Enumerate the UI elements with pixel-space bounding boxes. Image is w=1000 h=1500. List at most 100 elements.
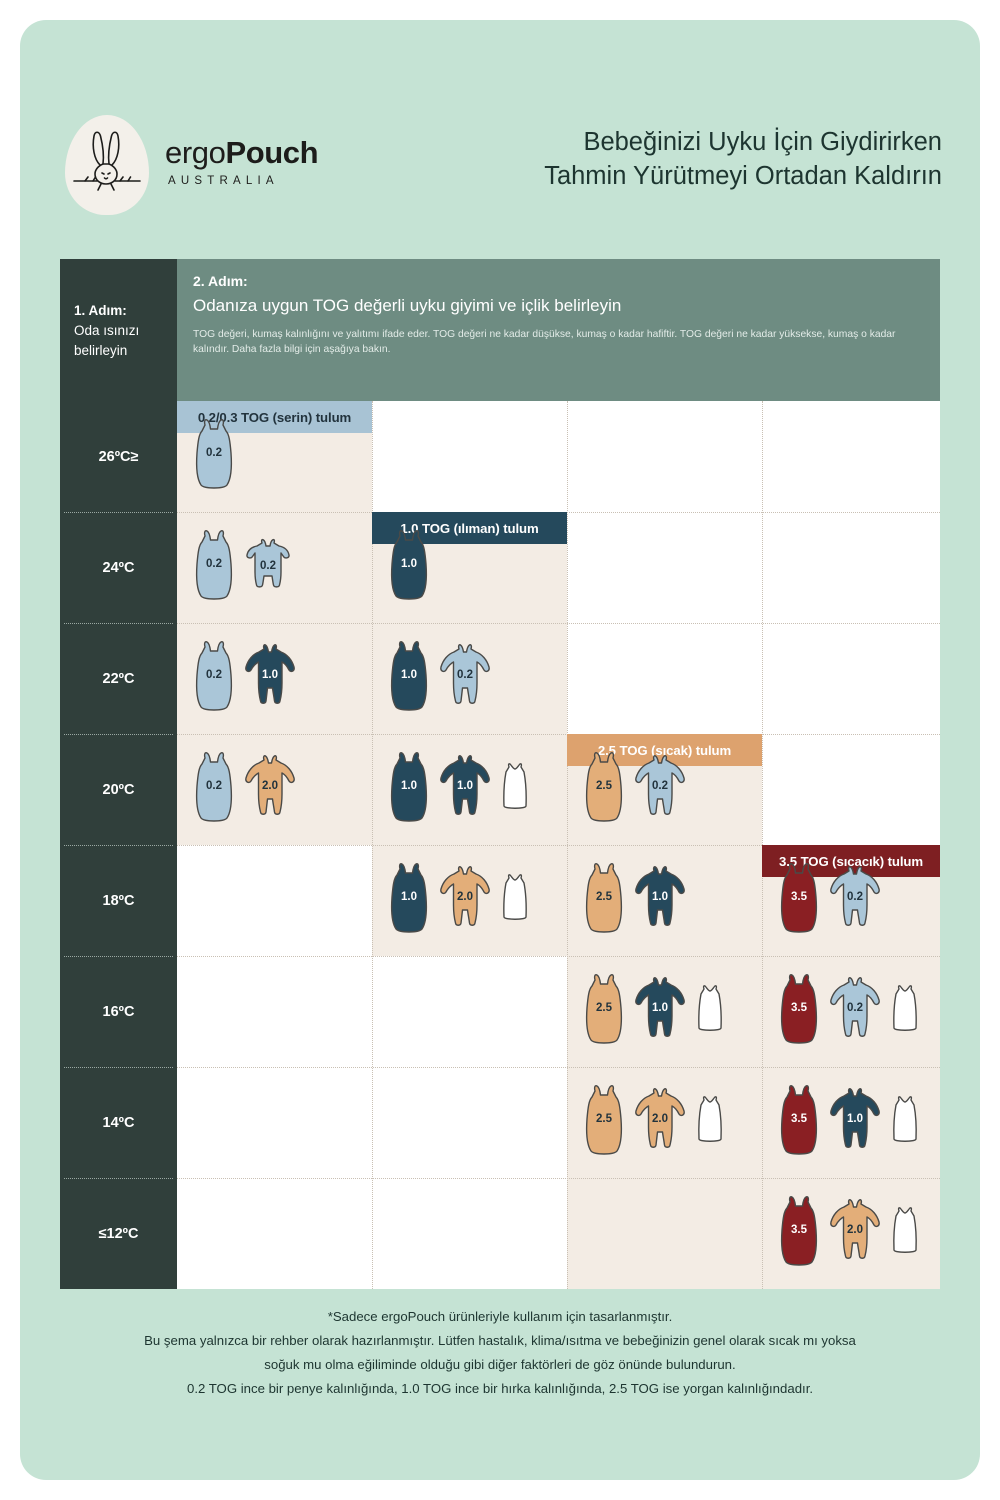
outfit-cell: 2.5 0.2 [581,734,756,845]
step1-label: 1. Adım: Oda ısınızı belirleyin [74,301,174,361]
garment-sleepbag-icon: 0.2 [191,750,237,829]
brand-logo: ergoPouch AUSTRALIA [65,115,319,220]
step2-banner: 2. Adım: Odanıza uygun TOG değerli uyku … [177,259,940,401]
step2-note: TOG değeri, kumaş kalınlığını ve yalıtım… [193,329,896,355]
step1-title: 1. Adım: [74,303,127,318]
header: ergoPouch AUSTRALIA Bebeğinizi Uyku İçin… [20,20,980,235]
footer-line-2: Bu şema yalnızca bir rehber olarak hazır… [144,1333,856,1348]
brand-name-light: ergo [165,135,226,170]
garment-long-romper-icon: 2.0 [243,754,297,825]
garment-singlet-icon [888,984,922,1039]
garment-singlet-icon [888,1095,922,1150]
bunny-icon [73,131,141,191]
brand-wordmark: ergoPouch [165,135,319,171]
brand-subtitle: AUSTRALIA [168,175,279,187]
garment-long-romper-icon: 1.0 [828,1087,882,1158]
grid-row-line [177,845,940,846]
temperature-row-label: 26ºC≥ [98,448,139,465]
outfit-cell: 2.5 2.0 [581,1067,756,1178]
garment-sleepbag-icon: 1.0 [386,639,432,718]
garment-sleepbag-icon: 1.0 [386,750,432,829]
footer-line-1: *Sadece ergoPouch ürünleriyle kullanım i… [327,1309,673,1324]
grid-row-line [177,1067,940,1068]
title-line-2: Tahmin Yürütmeyi Ortadan Kaldırın [544,162,942,190]
outfit-cell: 1.0 0.2 [386,623,561,734]
step2-title: 2. Adım: [193,273,248,289]
garment-long-romper-icon: 1.0 [438,754,492,825]
outfit-cell: 1.0 [386,512,561,623]
egg-shape-icon [65,115,149,215]
garment-singlet-icon [888,1206,922,1261]
grid-row-line [177,734,940,735]
garment-long-romper-icon: 0.2 [828,976,882,1047]
infographic-card: ergoPouch AUSTRALIA Bebeğinizi Uyku İçin… [20,20,980,1480]
garment-long-romper-icon: 0.2 [828,865,882,936]
outfit-cell: 3.5 2.0 [776,1178,934,1289]
garment-long-romper-icon: 2.0 [438,865,492,936]
temp-row-separator [64,512,173,513]
garment-sleepbag-icon: 1.0 [386,528,432,607]
outfit-cell: 3.5 0.2 [776,956,934,1067]
footer-line-4: 0.2 TOG ince bir penye kalınlığında, 1.0… [186,1381,814,1396]
page-title: Bebeğinizi Uyku İçin Giydirirken Tahmin … [382,125,942,193]
outfit-cell: 0.2 [191,401,366,512]
garment-long-romper-icon: 2.0 [633,1087,687,1158]
garment-long-romper-icon: 1.0 [633,976,687,1047]
footer-line-3: soğuk mu olma eğiliminde olduğu gibi diğ… [264,1357,736,1372]
temperature-row-label: ≤12ºC [98,1225,139,1242]
column-header-1[interactable]: 1.0 TOG (ılıman) tulum [372,512,567,544]
outfit-cell: 0.2 0.2 [191,512,366,623]
brand-name-bold: Pouch [225,135,319,170]
garment-long-romper-icon: 2.0 [828,1198,882,1269]
outfit-cell: 3.5 1.0 [776,1067,934,1178]
garment-long-romper-icon: 0.2 [438,643,492,714]
garment-long-romper-icon: 1.0 [243,643,297,714]
garment-sleepbag-icon: 2.5 [581,972,627,1051]
garment-sleepbag-icon: 3.5 [776,1194,822,1273]
grid-row-line [177,623,940,624]
step2-subtitle: Odanıza uygun TOG değerli uyku giyimi ve… [193,296,622,315]
garment-long-romper-icon: 1.0 [633,865,687,936]
garment-sleepbag-icon: 3.5 [776,972,822,1051]
outfit-cell: 1.0 1.0 [386,734,561,845]
grid-row-line [177,1178,940,1179]
outfit-cell: 0.2 1.0 [191,623,366,734]
outfit-cell: 2.5 1.0 [581,845,756,956]
garment-long-romper-icon: 0.2 [633,754,687,825]
temperature-row-label: 20ºC [102,781,135,798]
temp-row-separator [64,956,173,957]
garment-singlet-icon [693,984,727,1039]
outfit-cell: 1.0 2.0 [386,845,561,956]
garment-sleepbag-icon: 0.2 [191,417,237,496]
temp-row-separator [64,845,173,846]
garment-short-romper-icon: 0.2 [243,538,293,597]
grid-column-line [372,401,373,1289]
grid-body: 0.2/0.3 TOG (serin) tulum 1.0 TOG (ılıman… [177,401,940,1289]
column-header-3[interactable]: 3.5 TOG (sıcacık) tulum [762,845,940,877]
garment-sleepbag-icon: 2.5 [581,750,627,829]
temp-row-separator [64,1178,173,1179]
temperature-row-label: 22ºC [102,670,135,687]
outfit-cell: 0.2 2.0 [191,734,366,845]
garment-sleepbag-icon: 0.2 [191,528,237,607]
temperature-row-label: 24ºC [102,559,135,576]
garment-singlet-icon [693,1095,727,1150]
title-line-1: Bebeğinizi Uyku İçin Giydirirken [583,128,942,156]
tog-guide-table: 1. Adım: Oda ısınızı belirleyin 26ºC≥ 24º… [60,259,940,1289]
garment-sleepbag-icon: 0.2 [191,639,237,718]
outfit-cell: 2.5 1.0 [581,956,756,1067]
garment-sleepbag-icon: 1.0 [386,861,432,940]
garment-singlet-icon [498,762,532,817]
garment-sleepbag-icon: 2.5 [581,861,627,940]
grid-row-line [177,956,940,957]
garment-singlet-icon [498,873,532,928]
garment-sleepbag-icon: 3.5 [776,1083,822,1162]
temp-row-separator [64,734,173,735]
temperature-row-label: 16ºC [102,1003,135,1020]
garment-sleepbag-icon: 2.5 [581,1083,627,1162]
step1-text: Oda ısınızı belirleyin [74,323,140,358]
grid-column-line [567,401,568,1289]
garment-sleepbag-icon: 3.5 [776,861,822,940]
temperature-row-label: 18ºC [102,892,135,909]
temp-row-separator [64,623,173,624]
